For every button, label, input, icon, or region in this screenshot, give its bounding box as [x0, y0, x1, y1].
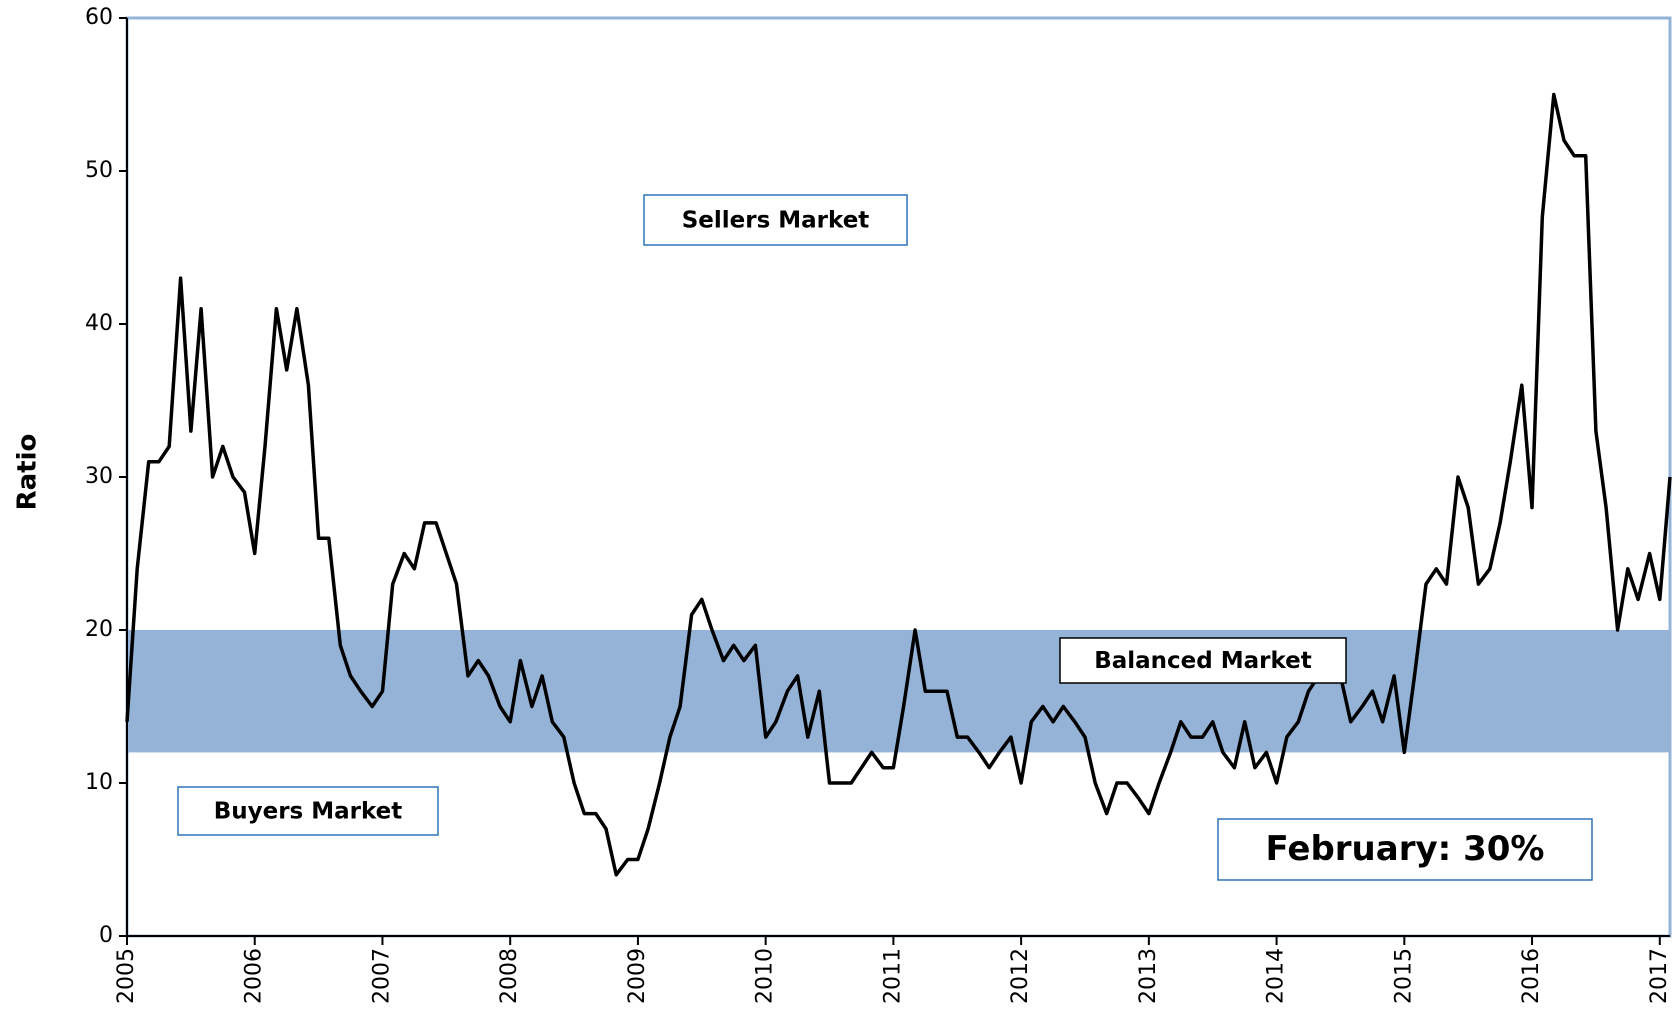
y-axis-label: Ratio — [13, 434, 43, 511]
y-tick-label: 30 — [85, 464, 113, 489]
y-tick-label: 40 — [85, 311, 113, 336]
x-tick-label: 2011 — [880, 948, 905, 1004]
y-tick-label: 10 — [85, 770, 113, 795]
annotation-box — [1217, 818, 1593, 881]
y-tick-label: 60 — [85, 5, 113, 30]
x-tick-label: 2012 — [1008, 948, 1033, 1004]
x-tick-label: 2006 — [242, 948, 267, 1004]
data-line — [125, 92, 1672, 877]
annotation-text: Buyers Market — [214, 799, 403, 825]
x-tick-label: 2010 — [753, 948, 778, 1004]
x-tick-label: 2005 — [114, 948, 139, 1004]
x-tick-label: 2016 — [1519, 948, 1544, 1004]
x-tick-label: 2009 — [625, 948, 650, 1004]
x-tick-label: 2007 — [369, 948, 394, 1004]
y-tick-label: 0 — [99, 923, 113, 948]
x-tick-label: 2017 — [1647, 948, 1672, 1004]
annotation-text: Balanced Market — [1094, 648, 1312, 674]
x-tick-label: 2013 — [1136, 948, 1161, 1004]
y-tick-label: 50 — [85, 158, 113, 183]
x-tick-label: 2015 — [1391, 948, 1416, 1004]
y-tick-label: 20 — [85, 617, 113, 642]
annotation-box — [643, 194, 908, 246]
annotation-text: Sellers Market — [682, 208, 870, 234]
x-tick-label: 2014 — [1264, 948, 1289, 1004]
annotation-text: February: 30% — [1266, 829, 1545, 869]
annotation-box — [177, 786, 439, 836]
x-tick-label: 2008 — [497, 948, 522, 1004]
annotation-box — [1059, 637, 1347, 684]
